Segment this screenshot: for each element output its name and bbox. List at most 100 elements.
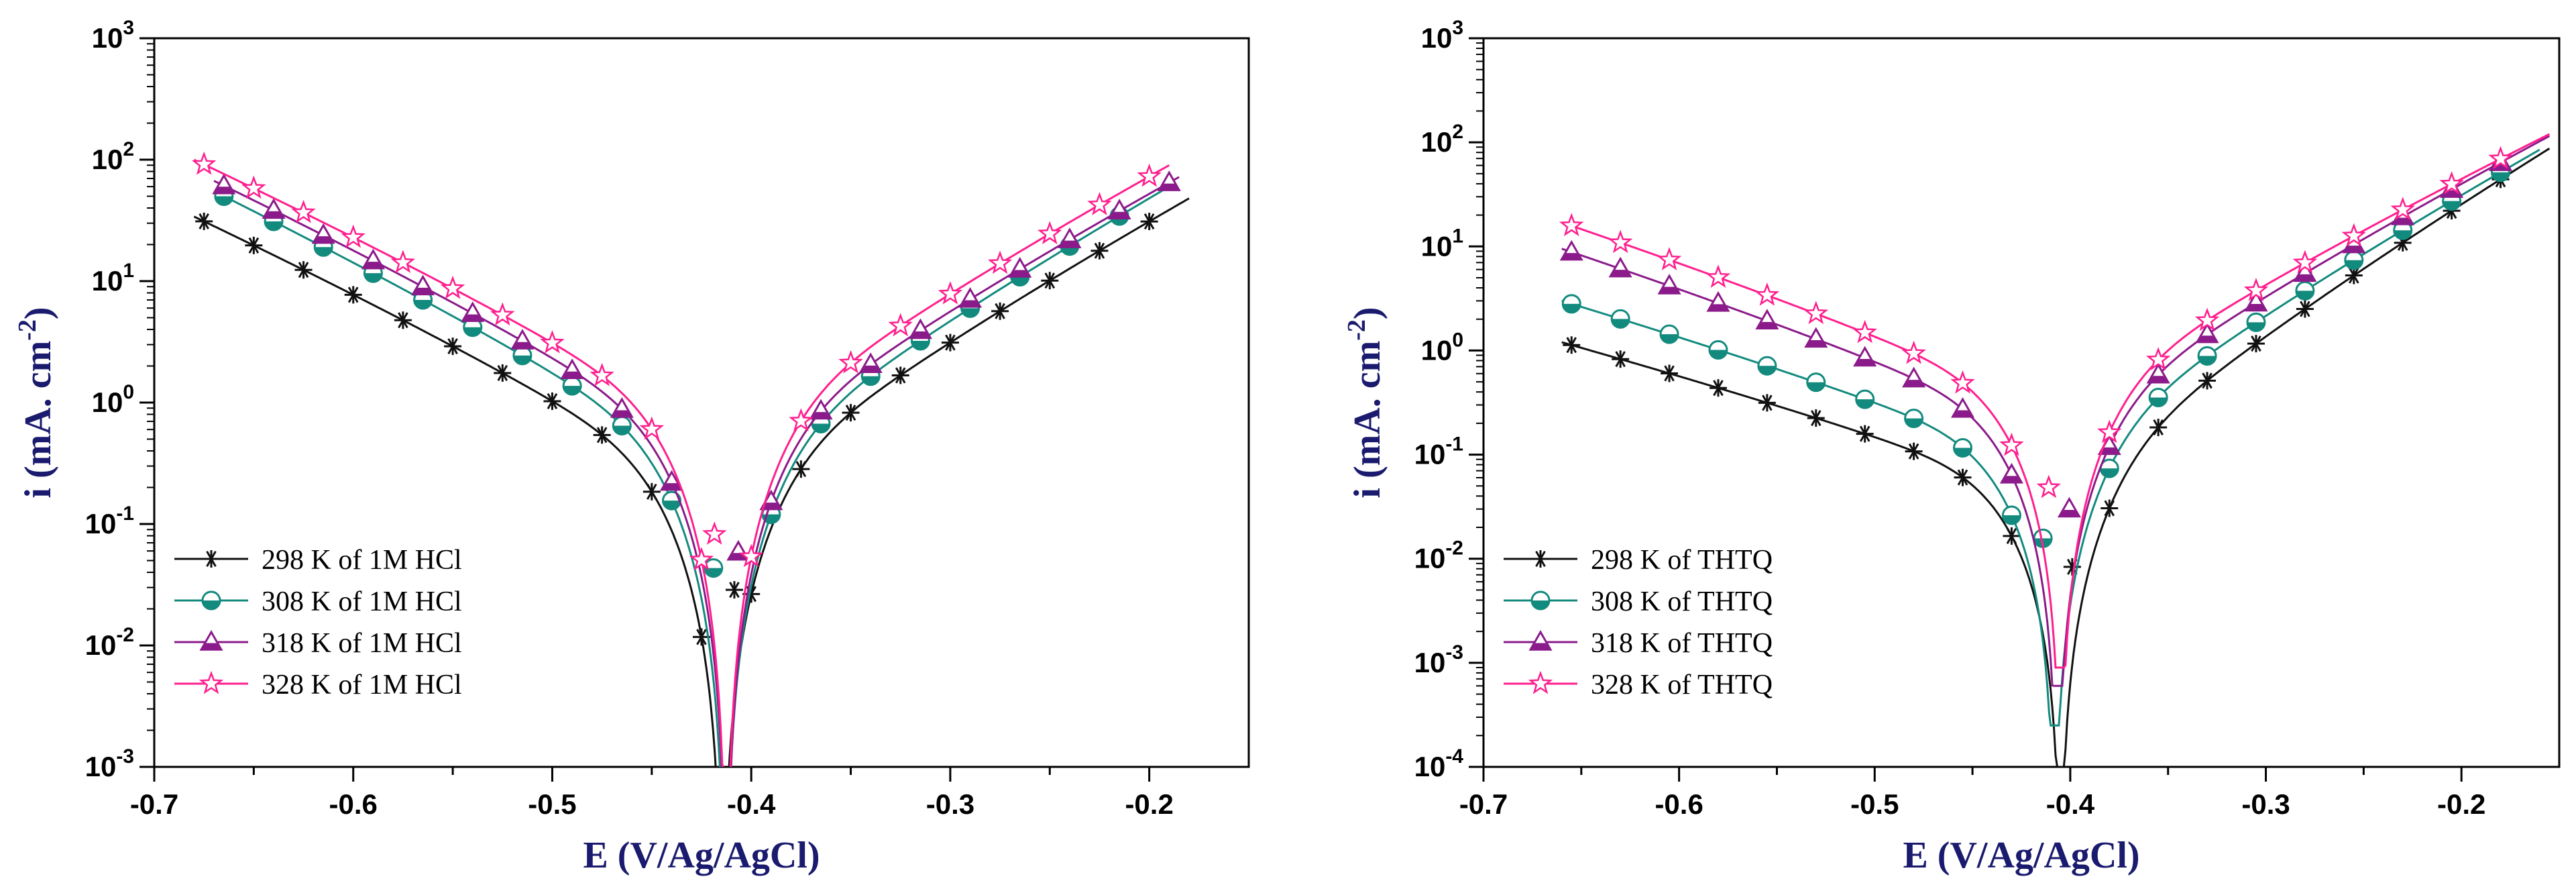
marker-3	[1853, 346, 1877, 367]
marker-4	[1608, 229, 1633, 254]
legend-label: 308 K of 1M HCl	[262, 586, 462, 617]
marker-4	[2194, 307, 2220, 331]
marker-2	[612, 415, 632, 435]
marker-2	[2148, 387, 2168, 407]
marker-2	[2393, 220, 2413, 240]
marker-3	[1804, 327, 1828, 348]
legend: 298 K of THTQ 308 K of THTQ 318 K of THTQ 3…	[1504, 545, 1773, 700]
legend-marker	[1532, 550, 1549, 568]
y-tick-label: 100	[1421, 329, 1463, 366]
marker-4	[1901, 340, 1926, 364]
legend-item-3: 318 K of THTQ	[1504, 628, 1773, 659]
marker-1	[344, 286, 362, 304]
y-tick-label: 10-2	[85, 624, 134, 661]
chart-panel-1: -0.7 -0.6 -0.5 -0.4 -0.3 -0.2 10-3 10-2 10-1 100 1…	[13, 17, 1250, 876]
marker-3	[2057, 496, 2081, 518]
legend-label: 328 K of THTQ	[1591, 670, 1773, 700]
marker-1	[294, 261, 313, 279]
marker-3	[908, 318, 932, 339]
y-tick-label: 101	[92, 260, 134, 297]
legend-marker	[199, 670, 224, 694]
marker-2	[2197, 346, 2217, 366]
series-line-4	[1561, 133, 2551, 669]
marker-4	[2439, 171, 2464, 195]
marker-1	[2296, 300, 2314, 318]
y-axis-title: i (mA. cm-2)	[13, 307, 59, 498]
marker-4	[241, 175, 266, 199]
marker-3	[1107, 199, 1131, 219]
series-markers-1	[1563, 170, 2510, 576]
marker-4	[888, 313, 913, 337]
y-tick-label: 101	[1421, 225, 1463, 262]
marker-3	[361, 248, 385, 270]
marker-3	[1608, 256, 1632, 278]
marker-1	[245, 236, 263, 254]
y-tick-label: 10-3	[85, 745, 134, 782]
x-tick-label: -0.4	[2046, 788, 2095, 820]
marker-2	[704, 558, 724, 578]
marker-3	[659, 470, 684, 491]
x-tick-label: -0.5	[528, 788, 576, 820]
marker-3	[1755, 309, 1779, 330]
marker-4	[2243, 277, 2269, 301]
marker-4	[1803, 301, 1829, 325]
marker-1	[593, 426, 611, 444]
y-tick-label: 10-2	[1414, 537, 1463, 574]
x-tick-label: -0.4	[727, 788, 776, 820]
marker-1	[1954, 468, 1972, 486]
y-tick-label: 10-4	[1414, 745, 1464, 782]
marker-4	[987, 250, 1013, 274]
marker-1	[1090, 242, 1109, 260]
marker-4	[440, 275, 465, 299]
legend-item-1: 298 K of 1M HCl	[174, 545, 462, 576]
marker-1	[725, 581, 743, 599]
marker-1	[842, 404, 860, 422]
legend-item-1: 298 K of THTQ	[1504, 545, 1773, 576]
marker-3	[411, 274, 435, 296]
marker-3	[1157, 170, 1181, 191]
legend-item-2: 308 K of 1M HCl	[174, 586, 462, 617]
x-tick-label: -0.3	[2241, 788, 2290, 820]
plot-area	[191, 151, 1190, 767]
y-tick-label: 102	[1421, 121, 1463, 158]
marker-4	[702, 521, 727, 545]
marker-4	[1087, 192, 1112, 215]
marker-1	[1661, 364, 1679, 382]
marker-4	[1038, 221, 1062, 245]
x-tick-label: -0.6	[1655, 788, 1703, 820]
marker-3	[958, 286, 983, 308]
legend-label: 298 K of THTQ	[1591, 545, 1773, 576]
marker-4	[590, 362, 614, 386]
x-tick-label: -0.3	[926, 788, 974, 820]
y-tick-label: 102	[92, 138, 134, 175]
marker-3	[2293, 261, 2317, 282]
marker-4	[2488, 146, 2513, 170]
marker-4	[689, 547, 714, 571]
marker-3	[610, 397, 634, 418]
marker-1	[543, 392, 561, 410]
marker-2	[1855, 389, 1875, 409]
marker-1	[1563, 336, 1581, 354]
series-markers-2	[214, 186, 1129, 578]
legend-label: 308 K of THTQ	[1591, 586, 1773, 617]
chart-panel-2: -0.7 -0.6 -0.5 -0.4 -0.3 -0.2 10-4 10-3 10-2 10-1…	[1343, 17, 2561, 876]
x-tick-label: -0.7	[1459, 788, 1508, 820]
marker-2	[661, 490, 681, 511]
y-tick-label: 10-1	[1414, 433, 1463, 470]
marker-1	[1709, 379, 1727, 397]
marker-3	[809, 399, 833, 420]
marker-3	[1902, 366, 1926, 388]
legend-item-2: 308 K of THTQ	[1504, 586, 1773, 617]
marker-4	[938, 281, 963, 305]
marker-4	[2036, 474, 2062, 499]
legend-marker	[203, 550, 220, 568]
y-tick-label: 10-3	[1414, 641, 1463, 678]
legend-item-4: 328 K of THTQ	[1504, 670, 1773, 700]
marker-2	[562, 376, 582, 396]
marker-4	[789, 408, 814, 432]
legend-marker	[199, 630, 223, 651]
marker-4	[291, 199, 316, 223]
marker-3	[1657, 274, 1681, 295]
